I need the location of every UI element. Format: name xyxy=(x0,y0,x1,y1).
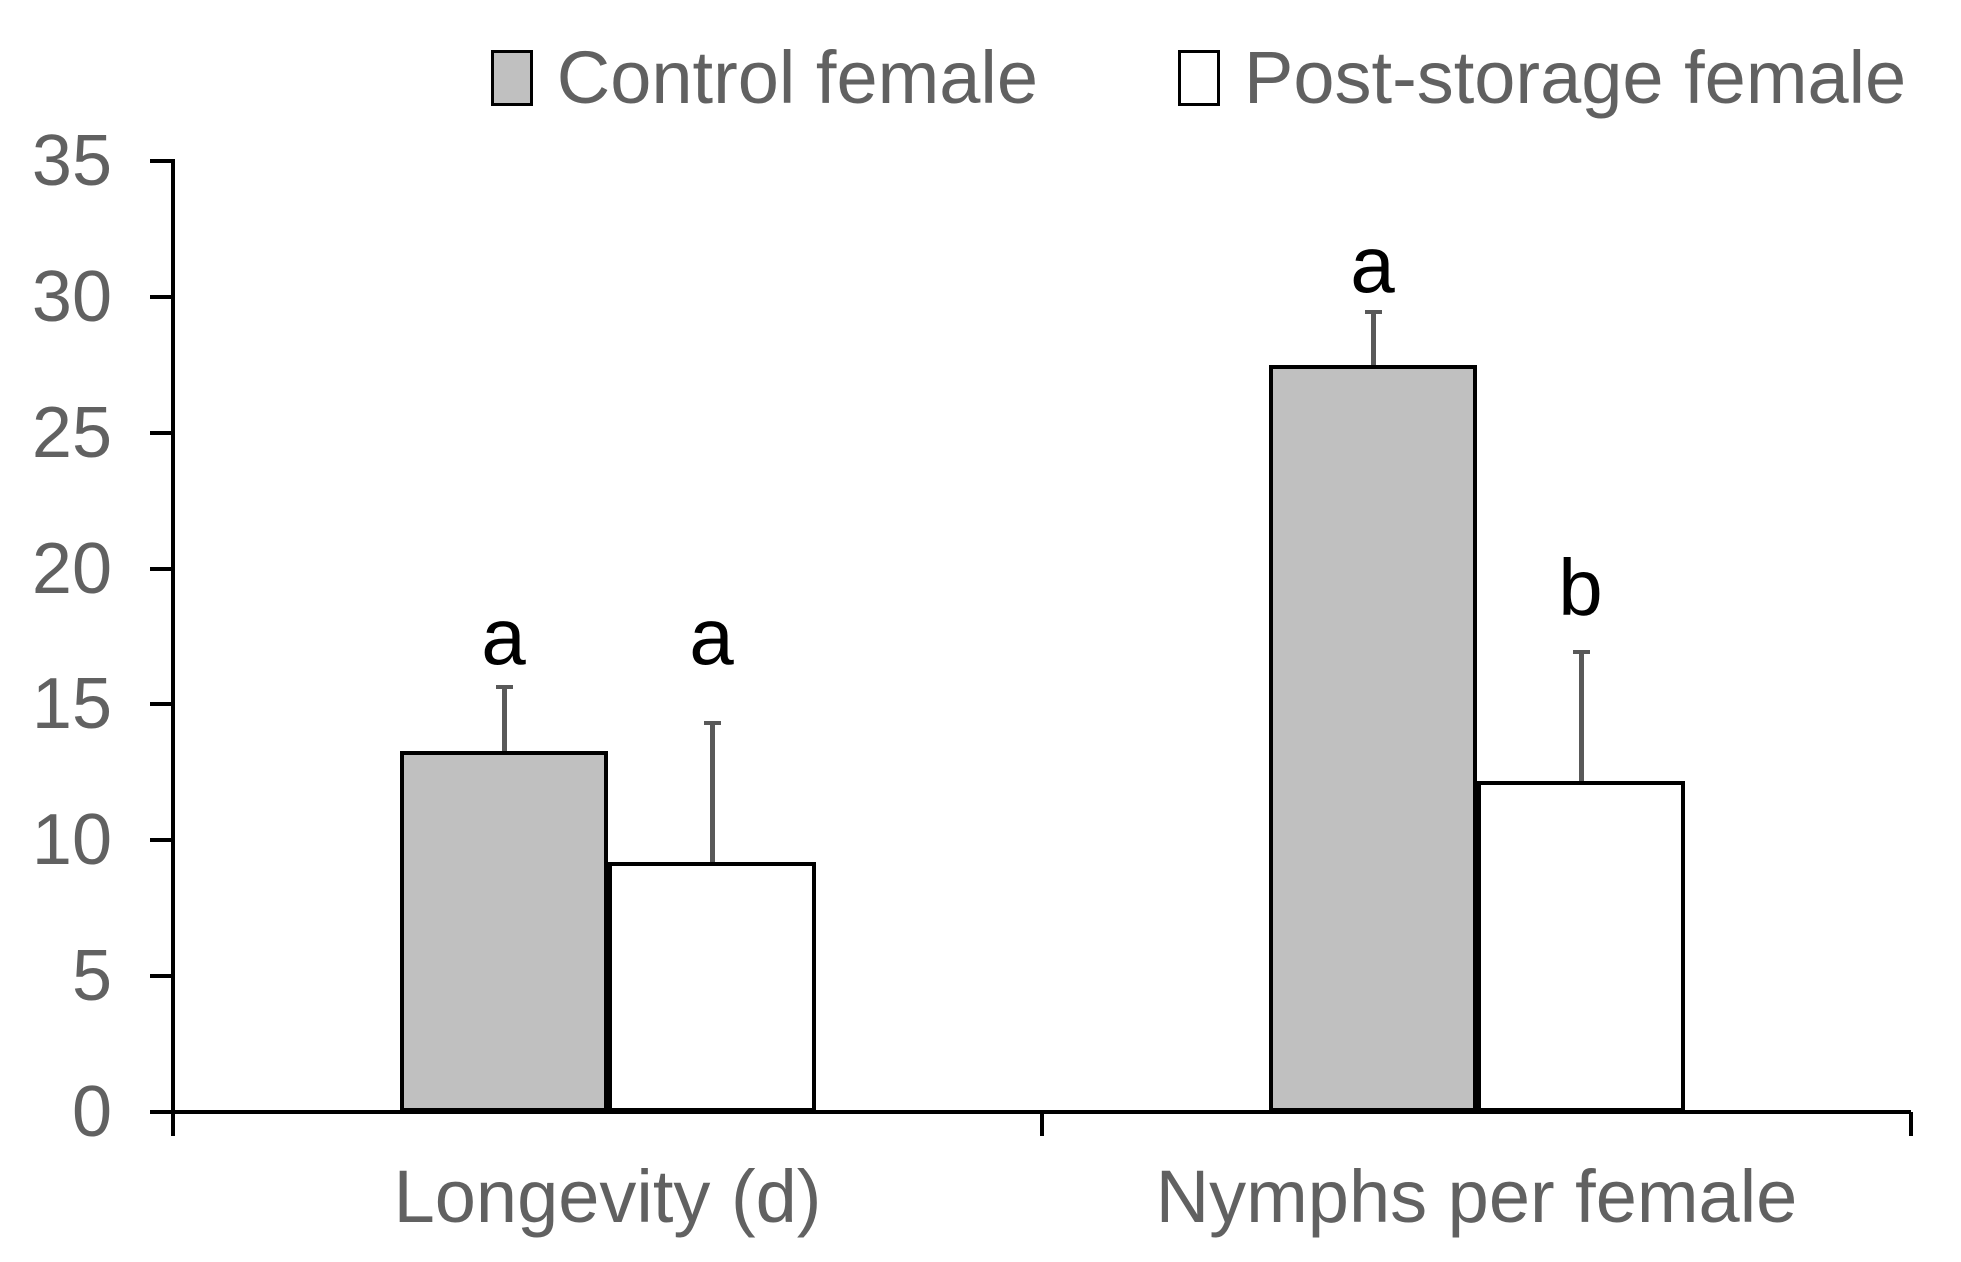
legend: Control female Post-storage female xyxy=(436,28,1961,128)
legend-swatch-post-storage-female xyxy=(1178,50,1220,106)
error-bar-line xyxy=(709,720,715,862)
y-tick-label: 0 xyxy=(71,1072,112,1152)
bar-post-storage-female xyxy=(607,862,816,1112)
y-axis-line xyxy=(171,159,175,1136)
significance-letter: b xyxy=(1558,543,1603,633)
y-tick-label: 10 xyxy=(31,800,112,881)
bar-control-female xyxy=(1268,364,1477,1112)
significance-letter: a xyxy=(481,591,526,681)
bar-post-storage-female xyxy=(1476,780,1685,1112)
error-bar-line xyxy=(1578,650,1584,781)
significance-letter: a xyxy=(1350,219,1395,309)
legend-label: Control female xyxy=(556,36,1038,119)
legend-label: Post-storage female xyxy=(1244,36,1907,119)
y-tick-mark xyxy=(150,430,173,435)
y-tick-label: 35 xyxy=(31,121,112,201)
x-axis-tick xyxy=(1040,1112,1044,1136)
error-bar-line xyxy=(501,685,507,751)
legend-item: Control female xyxy=(490,36,1038,119)
y-tick-label: 20 xyxy=(31,528,112,609)
x-category-label: Longevity (d) xyxy=(393,1155,822,1238)
legend-swatch-control-female xyxy=(490,50,533,106)
y-tick-mark xyxy=(150,159,173,163)
y-tick-mark xyxy=(150,974,173,979)
y-tick-label: 5 xyxy=(71,936,112,1017)
legend-item: Post-storage female xyxy=(1178,41,1906,115)
y-tick-label: 25 xyxy=(31,392,112,473)
y-tick-mark xyxy=(150,294,173,299)
x-axis-line xyxy=(150,1110,1911,1114)
y-tick-mark xyxy=(150,566,173,571)
y-tick-label: 30 xyxy=(31,256,112,337)
error-bar-cap xyxy=(1572,650,1590,655)
error-bar-line xyxy=(1370,310,1376,365)
bar-control-female xyxy=(399,750,608,1112)
y-tick-label: 15 xyxy=(31,664,112,745)
y-tick-mark xyxy=(150,702,173,707)
x-axis-tick xyxy=(171,1112,175,1136)
y-tick-mark xyxy=(150,838,173,843)
error-bar-cap xyxy=(703,720,721,725)
x-category-label: Nymphs per female xyxy=(1155,1155,1798,1238)
x-axis-tick xyxy=(1909,1112,1913,1136)
error-bar-cap xyxy=(1364,310,1382,315)
error-bar-cap xyxy=(495,685,513,690)
significance-letter: a xyxy=(689,591,734,681)
